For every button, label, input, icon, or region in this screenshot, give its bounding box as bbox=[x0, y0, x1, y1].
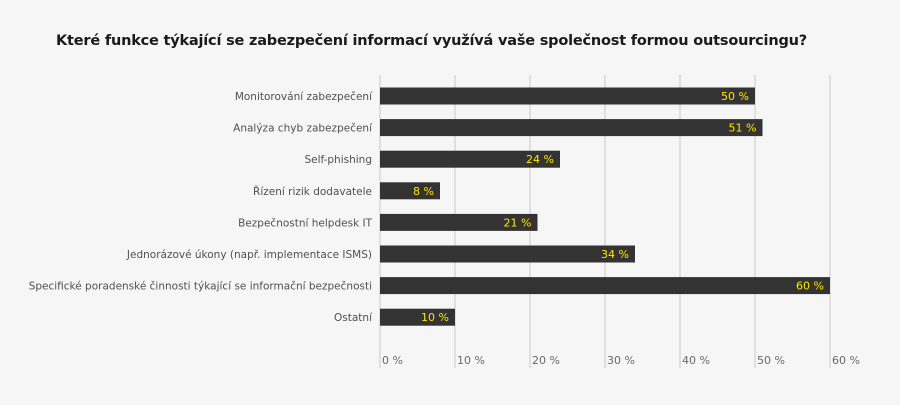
bar bbox=[380, 277, 830, 295]
labels: 0 % 10 % 20 % 30 % 40 % 50 % 60 % Monitorování … bbox=[29, 90, 860, 367]
x-tick-label: 20 % bbox=[532, 354, 560, 367]
value-label: 8 % bbox=[413, 185, 434, 198]
x-tick-label: 40 % bbox=[682, 354, 710, 367]
category-label: Jednorázové úkony (např. implementace IS… bbox=[126, 249, 372, 261]
category-label: Monitorování zabezpečení bbox=[235, 91, 373, 103]
bar bbox=[380, 87, 755, 105]
bar bbox=[380, 150, 560, 168]
value-label: 34 % bbox=[601, 248, 629, 261]
category-label: Self-phishing bbox=[304, 154, 372, 166]
bar bbox=[380, 245, 635, 263]
value-label: 51 % bbox=[729, 122, 757, 135]
x-tick-label: 10 % bbox=[457, 354, 485, 367]
category-label: Specifické poradenské činnosti týkající … bbox=[29, 281, 372, 293]
value-label: 10 % bbox=[421, 311, 449, 324]
category-label: Řízení rizik dodavatele bbox=[253, 185, 372, 198]
value-label: 21 % bbox=[504, 216, 532, 229]
x-tick-label: 50 % bbox=[757, 354, 785, 367]
bars bbox=[380, 87, 830, 326]
value-label: 24 % bbox=[526, 153, 554, 166]
category-label: Bezpečnostní helpdesk IT bbox=[238, 217, 372, 229]
value-label: 60 % bbox=[796, 280, 824, 293]
bar bbox=[380, 182, 440, 200]
x-tick-label: 30 % bbox=[607, 354, 635, 367]
x-tick-label: 60 % bbox=[832, 354, 860, 367]
chart-title: Které funkce týkající se zabezpečení inf… bbox=[56, 33, 807, 49]
bar bbox=[380, 308, 455, 326]
bar bbox=[380, 119, 763, 137]
bar bbox=[380, 213, 538, 231]
x-tick-label: 0 % bbox=[382, 354, 403, 367]
category-label: Ostatní bbox=[334, 312, 373, 324]
category-label: Analýza chyb zabezpečení bbox=[233, 123, 373, 135]
value-label: 50 % bbox=[721, 90, 749, 103]
